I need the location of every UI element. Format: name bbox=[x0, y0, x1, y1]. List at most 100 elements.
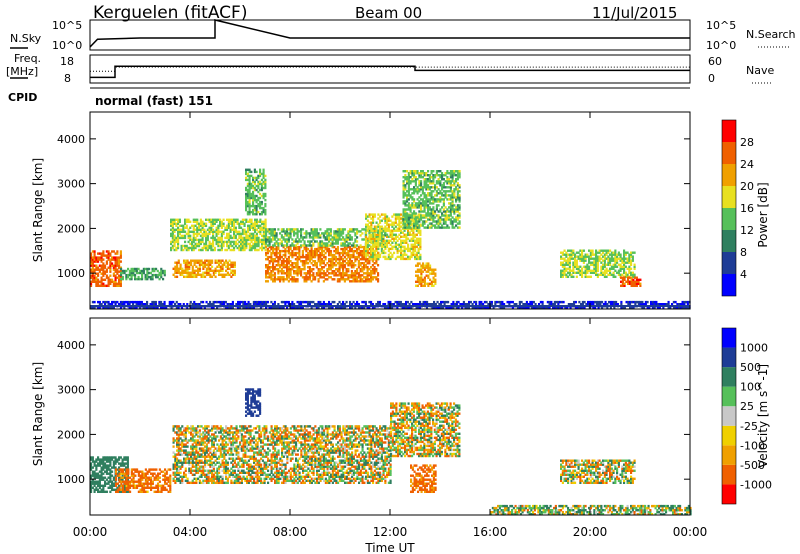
heatmap-cell bbox=[417, 251, 420, 255]
heatmap-cell bbox=[387, 255, 390, 259]
heatmap-cell bbox=[574, 255, 577, 258]
heatmap-cell bbox=[582, 259, 585, 262]
heatmap-cell bbox=[273, 234, 276, 237]
heatmap-cell bbox=[371, 228, 374, 231]
heatmap-cell bbox=[430, 190, 433, 193]
heatmap-cell bbox=[439, 200, 442, 203]
heatmap-cell bbox=[377, 233, 380, 237]
heatmap-cell bbox=[109, 280, 112, 284]
heatmap-cell bbox=[177, 220, 180, 224]
heatmap-cell bbox=[581, 249, 584, 252]
heatmap-cell bbox=[372, 255, 375, 259]
heatmap-cell bbox=[319, 253, 322, 257]
heatmap-cell bbox=[350, 230, 353, 233]
heatmap-cell bbox=[345, 258, 348, 261]
heatmap-cell bbox=[259, 180, 262, 184]
heatmap-cell bbox=[231, 222, 234, 226]
heatmap-cell bbox=[515, 303, 518, 306]
heatmap-cell bbox=[172, 300, 175, 304]
heatmap-cell bbox=[307, 276, 310, 279]
heatmap-cell bbox=[567, 267, 570, 271]
heatmap-cell bbox=[132, 269, 135, 273]
heatmap-cell bbox=[328, 266, 331, 269]
heatmap-cell bbox=[93, 278, 96, 282]
heatmap-cell bbox=[452, 300, 455, 304]
heatmap-cell bbox=[300, 268, 303, 271]
heatmap-cell bbox=[194, 242, 197, 246]
heatmap-cell bbox=[605, 263, 608, 267]
heatmap-cell bbox=[322, 242, 325, 245]
heatmap-cell bbox=[459, 303, 462, 306]
heatmap-cell bbox=[637, 303, 640, 306]
heatmap-cell bbox=[430, 218, 433, 221]
heatmap-cell bbox=[398, 303, 401, 306]
heatmap-cell bbox=[548, 303, 551, 306]
heatmap-cell bbox=[100, 276, 103, 279]
heatmap-cell bbox=[414, 172, 417, 175]
heatmap-cell bbox=[627, 278, 630, 282]
heatmap-cell bbox=[160, 307, 163, 310]
heatmap-cell bbox=[451, 178, 454, 181]
heatmap-cell bbox=[186, 267, 189, 271]
heatmap-cell bbox=[409, 194, 412, 197]
heatmap-cell bbox=[394, 219, 397, 222]
heatmap-cell bbox=[195, 269, 198, 273]
heatmap-cell bbox=[261, 242, 264, 246]
heatmap-cell bbox=[427, 178, 430, 181]
heatmap-cell bbox=[177, 228, 180, 232]
heatmap-cell bbox=[368, 262, 371, 265]
heatmap-cell bbox=[151, 307, 154, 310]
heatmap-cell bbox=[384, 255, 387, 259]
heatmap-cell bbox=[282, 278, 285, 281]
heatmap-cell bbox=[405, 303, 408, 306]
heatmap-cell bbox=[287, 280, 290, 283]
heatmap-cell bbox=[97, 260, 100, 263]
heatmap-cell bbox=[345, 253, 348, 257]
heatmap-cell bbox=[478, 307, 481, 310]
heatmap-cell bbox=[375, 233, 378, 237]
heatmap-cell bbox=[234, 234, 237, 238]
heatmap-cell bbox=[207, 269, 210, 273]
freq-label-2: [MHz] bbox=[6, 65, 38, 78]
heatmap-cell bbox=[93, 260, 96, 263]
heatmap-cell bbox=[380, 251, 383, 255]
heatmap-cell bbox=[257, 198, 260, 202]
heatmap-cell bbox=[266, 249, 269, 253]
heatmap-cell bbox=[628, 267, 631, 271]
heatmap-cell bbox=[328, 244, 331, 247]
heatmap-cell bbox=[266, 228, 269, 231]
heatmap-cell bbox=[261, 234, 264, 238]
heatmap-cell bbox=[603, 269, 606, 273]
heatmap-cell bbox=[373, 262, 376, 265]
heatmap-cell bbox=[420, 188, 423, 191]
heatmap-cell bbox=[435, 186, 438, 189]
heatmap-cell bbox=[439, 174, 442, 177]
heatmap-cell bbox=[612, 253, 615, 256]
heatmap-cell bbox=[196, 230, 199, 234]
heatmap-cell bbox=[432, 214, 435, 217]
heatmap-cell bbox=[275, 251, 278, 255]
heatmap-cell bbox=[284, 249, 287, 253]
heatmap-cell bbox=[430, 192, 433, 195]
heatmap-cell bbox=[326, 238, 329, 241]
heatmap-cell bbox=[232, 271, 235, 275]
heatmap-cell bbox=[441, 186, 444, 189]
heatmap-cell bbox=[214, 259, 217, 262]
heatmap-cell bbox=[555, 300, 558, 304]
heatmap-cell bbox=[612, 263, 615, 267]
heatmap-cell bbox=[338, 230, 341, 233]
heatmap-cell bbox=[628, 257, 631, 260]
heatmap-cell bbox=[612, 259, 615, 262]
heatmap-cell bbox=[354, 245, 357, 249]
heatmap-cell bbox=[608, 300, 611, 304]
heatmap-cell bbox=[419, 243, 422, 247]
heatmap-cell bbox=[243, 224, 246, 228]
heatmap-cell bbox=[623, 263, 626, 267]
heatmap-cell bbox=[177, 271, 180, 275]
heatmap-cell bbox=[404, 210, 407, 213]
heatmap-cell bbox=[245, 303, 248, 306]
heatmap-cell bbox=[254, 224, 257, 228]
heatmap-cell bbox=[287, 234, 290, 237]
heatmap-cell bbox=[428, 178, 431, 181]
heatmap-cell bbox=[172, 267, 175, 271]
